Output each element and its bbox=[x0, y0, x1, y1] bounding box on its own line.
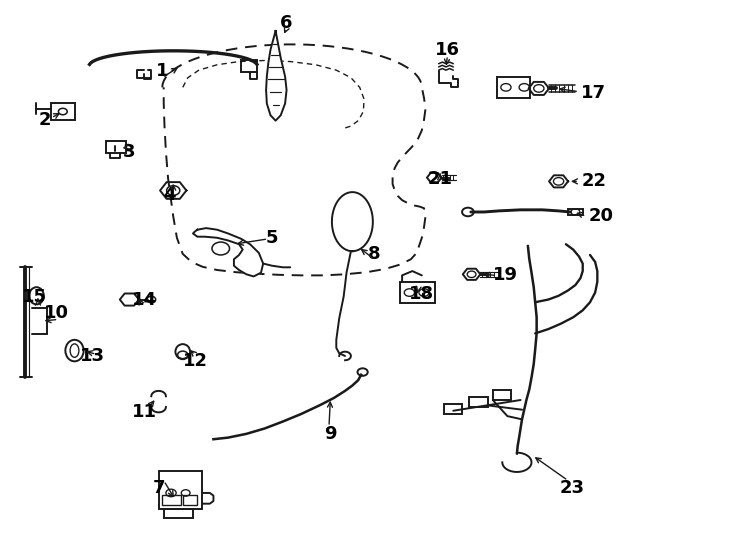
Bar bbox=[106, 141, 126, 153]
Bar bbox=[493, 390, 511, 400]
Text: 8: 8 bbox=[368, 245, 381, 263]
Text: 19: 19 bbox=[493, 266, 518, 285]
Bar bbox=[162, 495, 181, 505]
Text: 4: 4 bbox=[164, 186, 176, 204]
Text: 23: 23 bbox=[559, 478, 584, 497]
Polygon shape bbox=[193, 228, 264, 276]
Bar bbox=[400, 282, 435, 303]
Text: 5: 5 bbox=[266, 229, 278, 247]
Text: 13: 13 bbox=[80, 347, 105, 365]
Text: 9: 9 bbox=[324, 425, 337, 443]
Text: 6: 6 bbox=[280, 14, 293, 32]
Text: 18: 18 bbox=[410, 285, 435, 303]
Text: 11: 11 bbox=[131, 403, 156, 421]
Bar bbox=[159, 471, 203, 509]
Text: 20: 20 bbox=[589, 207, 614, 225]
Bar bbox=[469, 397, 487, 407]
Text: 15: 15 bbox=[22, 288, 47, 306]
Text: 14: 14 bbox=[131, 291, 156, 308]
Bar bbox=[444, 404, 462, 414]
Bar bbox=[51, 104, 75, 119]
Text: 22: 22 bbox=[581, 172, 606, 191]
Bar bbox=[164, 509, 193, 518]
Text: 2: 2 bbox=[39, 111, 51, 129]
Bar bbox=[497, 77, 530, 98]
Text: 7: 7 bbox=[153, 478, 165, 497]
Bar bbox=[568, 209, 583, 215]
Bar bbox=[183, 495, 197, 505]
Text: 1: 1 bbox=[156, 62, 169, 80]
Text: 3: 3 bbox=[123, 143, 136, 161]
Bar bbox=[241, 60, 258, 72]
Polygon shape bbox=[266, 31, 286, 120]
Text: 17: 17 bbox=[581, 84, 606, 102]
Text: 16: 16 bbox=[435, 40, 460, 59]
Text: 10: 10 bbox=[44, 304, 69, 322]
Text: 21: 21 bbox=[428, 170, 453, 188]
Text: 12: 12 bbox=[183, 352, 208, 370]
